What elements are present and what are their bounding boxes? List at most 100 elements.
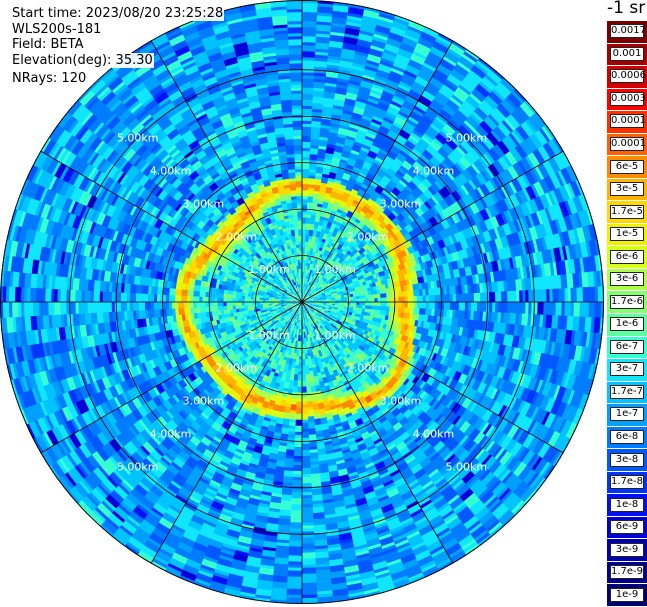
range-gate: [389, 124, 403, 135]
range-gate: [429, 46, 447, 59]
range-gate: [434, 294, 442, 303]
range-gate: [314, 178, 322, 186]
range-gate: [412, 160, 424, 173]
range-gate: [513, 88, 528, 103]
range-gate: [292, 386, 298, 393]
range-gate: [507, 92, 523, 109]
range-gate: [359, 185, 368, 193]
range-gate: [320, 268, 326, 276]
range-gate: [361, 15, 379, 25]
range-gate: [368, 47, 384, 58]
range-gate: [366, 59, 381, 67]
range-gate: [372, 190, 381, 198]
range-gate: [310, 217, 316, 225]
range-gate: [410, 190, 420, 200]
range-gate: [390, 67, 405, 76]
range-gate: [301, 371, 306, 375]
range-gate: [517, 105, 531, 120]
range-gate: [461, 99, 477, 114]
range-gate: [294, 425, 302, 433]
range-gate: [452, 89, 468, 103]
range-gate: [435, 91, 450, 105]
range-gate: [367, 208, 375, 216]
range-gate: [351, 202, 359, 208]
range-gate: [286, 576, 302, 584]
range-gate: [486, 132, 500, 147]
range-gate: [417, 121, 429, 132]
range-gate: [365, 253, 371, 260]
range-gate: [318, 260, 323, 268]
range-gate: [321, 269, 327, 277]
range-gate: [313, 87, 325, 92]
range-gate: [350, 149, 360, 156]
range-gate: [362, 216, 369, 223]
range-gate: [410, 210, 420, 221]
range-gate: [588, 286, 596, 303]
range-gate: [386, 292, 393, 298]
range-gate: [489, 291, 496, 303]
range-gate: [478, 157, 489, 170]
range-gate: [365, 248, 371, 255]
range-gate: [305, 235, 310, 242]
range-gate: [596, 365, 604, 383]
range-gate: [316, 279, 320, 284]
range-gate: [313, 184, 321, 192]
range-gate: [367, 169, 377, 177]
range-gate: [374, 107, 388, 118]
range-gate: [320, 282, 327, 288]
range-gate: [329, 34, 345, 43]
range-gate: [302, 75, 315, 79]
range-gate: [341, 197, 348, 203]
range-gate: [345, 135, 356, 142]
range-gate: [389, 25, 407, 38]
range-gate: [470, 64, 488, 80]
range-gate: [308, 178, 316, 185]
range-gate: [506, 113, 521, 130]
range-gate: [302, 198, 308, 203]
range-gate: [330, 275, 337, 281]
range-gate: [307, 416, 315, 423]
range-gate: [401, 36, 419, 49]
range-gate: [416, 295, 424, 303]
range-gate: [307, 410, 314, 417]
range-gate: [395, 182, 406, 193]
range-gate: [316, 289, 321, 293]
range-gate: [315, 287, 319, 291]
range-gate: [338, 66, 353, 72]
range-gate: [416, 156, 428, 168]
range-gate: [359, 302, 366, 306]
range-gate: [386, 150, 398, 161]
range-gate: [302, 120, 312, 125]
range-gate: [436, 35, 453, 46]
range-gate: [334, 173, 344, 182]
range-gate: [429, 155, 442, 168]
range-gate: [307, 262, 311, 270]
range-gate: [313, 81, 326, 89]
range-gate: [326, 221, 333, 229]
range-gate: [315, 169, 324, 174]
range-gate: [302, 259, 305, 263]
range-gate: [412, 108, 425, 118]
range-gate: [497, 121, 512, 138]
range-gate: [338, 256, 346, 264]
range-gate: [305, 292, 311, 298]
range-gate: [358, 172, 367, 179]
range-gate: [463, 50, 479, 63]
range-gate: [354, 218, 361, 224]
range-gate: [494, 86, 508, 100]
range-gate: [354, 180, 363, 187]
range-gate: [340, 54, 355, 60]
range-gate: [333, 269, 340, 276]
range-gate: [391, 97, 404, 106]
range-gate: [428, 288, 436, 296]
range-gate: [334, 145, 344, 154]
range-gate: [308, 168, 317, 173]
range-gate: [458, 84, 472, 96]
range-gate: [331, 22, 347, 28]
range-gate: [302, 150, 311, 155]
range-gate: [428, 302, 436, 310]
range-gate: [454, 109, 469, 123]
range-gate: [380, 592, 398, 601]
range-gates: [0, 0, 604, 604]
range-gate: [420, 135, 432, 145]
